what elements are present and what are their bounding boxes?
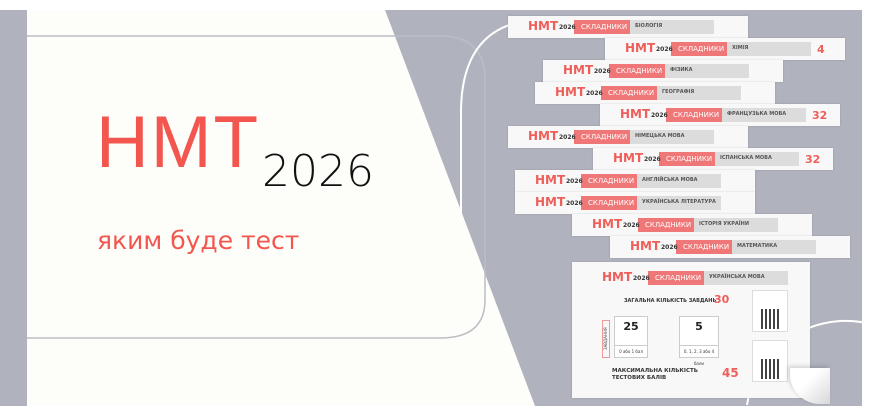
card-header: НМТ 2026 СКЛАДНИКИ ІСТОРІЯ УКРАЇНИ	[592, 218, 778, 232]
subject-card: НМТ 2026 СКЛАДНИКИ ХІМІЯ 4	[605, 38, 845, 60]
front-card: НМТ 2026 СКЛАДНИКИ УКРАЇНСЬКА МОВА ЗАГАЛЬ…	[572, 262, 810, 398]
subject-card: НМТ 2026 СКЛАДНИКИ ІСПАНСЬКА МОВА 32	[593, 148, 833, 170]
card-badge: СКЛАДНИКИ	[648, 271, 704, 285]
card-badge: СКЛАДНИКИ	[581, 174, 637, 188]
box2-value: 5	[695, 320, 703, 333]
card-subject: УКРАЇНСЬКА ЛІТЕРАТУРА	[637, 196, 721, 210]
card-subject: УКРАЇНСЬКА МОВА	[704, 271, 788, 285]
card-header: НМТ 2026 СКЛАДНИКИ УКРАЇНСЬКА МОВА	[602, 271, 788, 285]
cream-panel	[27, 10, 535, 406]
card-header: НМТ 2026 СКЛАДНИКИ ФРАНЦУЗЬКА МОВА 32	[620, 108, 827, 122]
card-logo: НМТ 2026	[613, 151, 661, 165]
total-label: ЗАГАЛЬНА КІЛЬКІСТЬ ЗАВДАНЬ	[624, 298, 717, 304]
subject-card: НМТ 2026 СКЛАДНИКИ ФРАНЦУЗЬКА МОВА 32	[600, 104, 840, 126]
card-subject: ІСПАНСЬКА МОВА	[715, 152, 799, 166]
max-label: МАКСИМАЛЬНА КІЛЬКІСТЬ ТЕСТОВИХ БАЛІВ	[612, 368, 698, 382]
card-subject: АНГЛІЙСЬКА МОВА	[637, 174, 721, 188]
card-logo: НМТ 2026	[555, 85, 603, 99]
card-header: НМТ 2026 СКЛАДНИКИ УКРАЇНСЬКА ЛІТЕРАТУРА	[535, 196, 721, 210]
box2-foot: 0, 1, 2, 3 або 4 бали	[680, 345, 718, 366]
max-points: 45	[722, 366, 739, 380]
card-subject: ФІЗИКА	[665, 64, 749, 78]
card-badge: СКЛАДНИКИ	[659, 152, 715, 166]
hero-year: 2026	[262, 146, 374, 197]
card-badge: СКЛАДНИКИ	[581, 196, 637, 210]
card-header: НМТ 2026 СКЛАДНИКИ МАТЕМАТИКА	[630, 240, 816, 254]
left-bar	[16, 10, 27, 406]
hero-title: НМТ	[96, 102, 261, 183]
card-badge: СКЛАДНИКИ	[609, 64, 665, 78]
card-number: 32	[812, 108, 828, 122]
subject-card: НМТ 2026 СКЛАДНИКИ МАТЕМАТИКА	[610, 236, 850, 258]
card-subject: ФРАНЦУЗЬКА МОВА	[722, 108, 806, 122]
card-badge: СКЛАДНИКИ	[638, 218, 694, 232]
hero: НМТ 2026 яким буде тест	[96, 102, 374, 255]
card-header: НМТ 2026 СКЛАДНИКИ БІОЛОГІЯ	[528, 20, 714, 34]
card-number: 4	[817, 42, 825, 56]
card-logo: НМТ 2026	[625, 41, 673, 55]
subject-card: НМТ 2026 СКЛАДНИКИ НІМЕЦЬКА МОВА	[508, 126, 748, 148]
card-logo: НМТ 2026	[563, 63, 611, 77]
box1-foot: 0 або 1 бал	[615, 345, 647, 357]
card-logo: НМТ 2026	[535, 173, 583, 187]
qr-code-icon	[752, 290, 788, 332]
card-badge: СКЛАДНИКИ	[676, 240, 732, 254]
card-header: НМТ 2026 СКЛАДНИКИ АНГЛІЙСЬКА МОВА	[535, 174, 721, 188]
card-logo: НМТ 2026	[602, 270, 650, 284]
outline-frame	[27, 35, 486, 339]
task-box-1: 25 0 або 1 бал	[614, 316, 648, 358]
subject-card: НМТ 2026 СКЛАДНИКИ ФІЗИКА	[543, 60, 783, 82]
total-tasks: 30	[714, 293, 730, 306]
card-number: 32	[805, 152, 821, 166]
card-badge: СКЛАДНИКИ	[671, 42, 727, 56]
card-logo: НМТ 2026	[535, 195, 583, 209]
hero-subtitle: яким буде тест	[97, 226, 300, 255]
card-logo: НМТ 2026	[528, 129, 576, 143]
card-logo: НМТ 2026	[630, 239, 678, 253]
subject-card: НМТ 2026 СКЛАДНИКИ БІОЛОГІЯ	[508, 16, 748, 38]
card-subject: МАТЕМАТИКА	[732, 240, 816, 254]
card-logo: НМТ 2026	[620, 107, 668, 121]
card-header: НМТ 2026 СКЛАДНИКИ НІМЕЦЬКА МОВА	[528, 130, 714, 144]
tasks-label: ЗАВДАННЯ	[602, 320, 610, 358]
white-arc	[460, 23, 513, 225]
card-badge: СКЛАДНИКИ	[601, 86, 657, 100]
card-badge: СКЛАДНИКИ	[574, 130, 630, 144]
card-header: НМТ 2026 СКЛАДНИКИ ФІЗИКА	[563, 64, 749, 78]
card-badge: СКЛАДНИКИ	[574, 20, 630, 34]
card-header: НМТ 2026 СКЛАДНИКИ ГЕОГРАФІЯ	[555, 86, 741, 100]
card-subject: ХІМІЯ	[727, 42, 811, 56]
subject-card: НМТ 2026 СКЛАДНИКИ УКРАЇНСЬКА ЛІТЕРАТУРА	[515, 192, 755, 214]
task-box-2: 5 0, 1, 2, 3 або 4 бали	[679, 316, 719, 366]
card-logo: НМТ 2026	[528, 19, 576, 33]
card-header: НМТ 2026 СКЛАДНИКИ ХІМІЯ 4	[625, 42, 825, 56]
subject-card: НМТ 2026 СКЛАДНИКИ ГЕОГРАФІЯ	[535, 82, 775, 104]
qr-code-icon	[752, 340, 788, 382]
card-subject: НІМЕЦЬКА МОВА	[630, 130, 714, 144]
card-header: НМТ 2026 СКЛАДНИКИ ІСПАНСЬКА МОВА 32	[613, 152, 820, 166]
card-badge: СКЛАДНИКИ	[666, 108, 722, 122]
card-subject: БІОЛОГІЯ	[630, 20, 714, 34]
card-subject: ІСТОРІЯ УКРАЇНИ	[694, 218, 778, 232]
subject-card: НМТ 2026 СКЛАДНИКИ АНГЛІЙСЬКА МОВА	[515, 170, 755, 192]
box1-value: 25	[623, 320, 639, 333]
card-subject: ГЕОГРАФІЯ	[657, 86, 741, 100]
card-logo: НМТ 2026	[592, 217, 640, 231]
subject-card: НМТ 2026 СКЛАДНИКИ ІСТОРІЯ УКРАЇНИ	[572, 214, 812, 236]
